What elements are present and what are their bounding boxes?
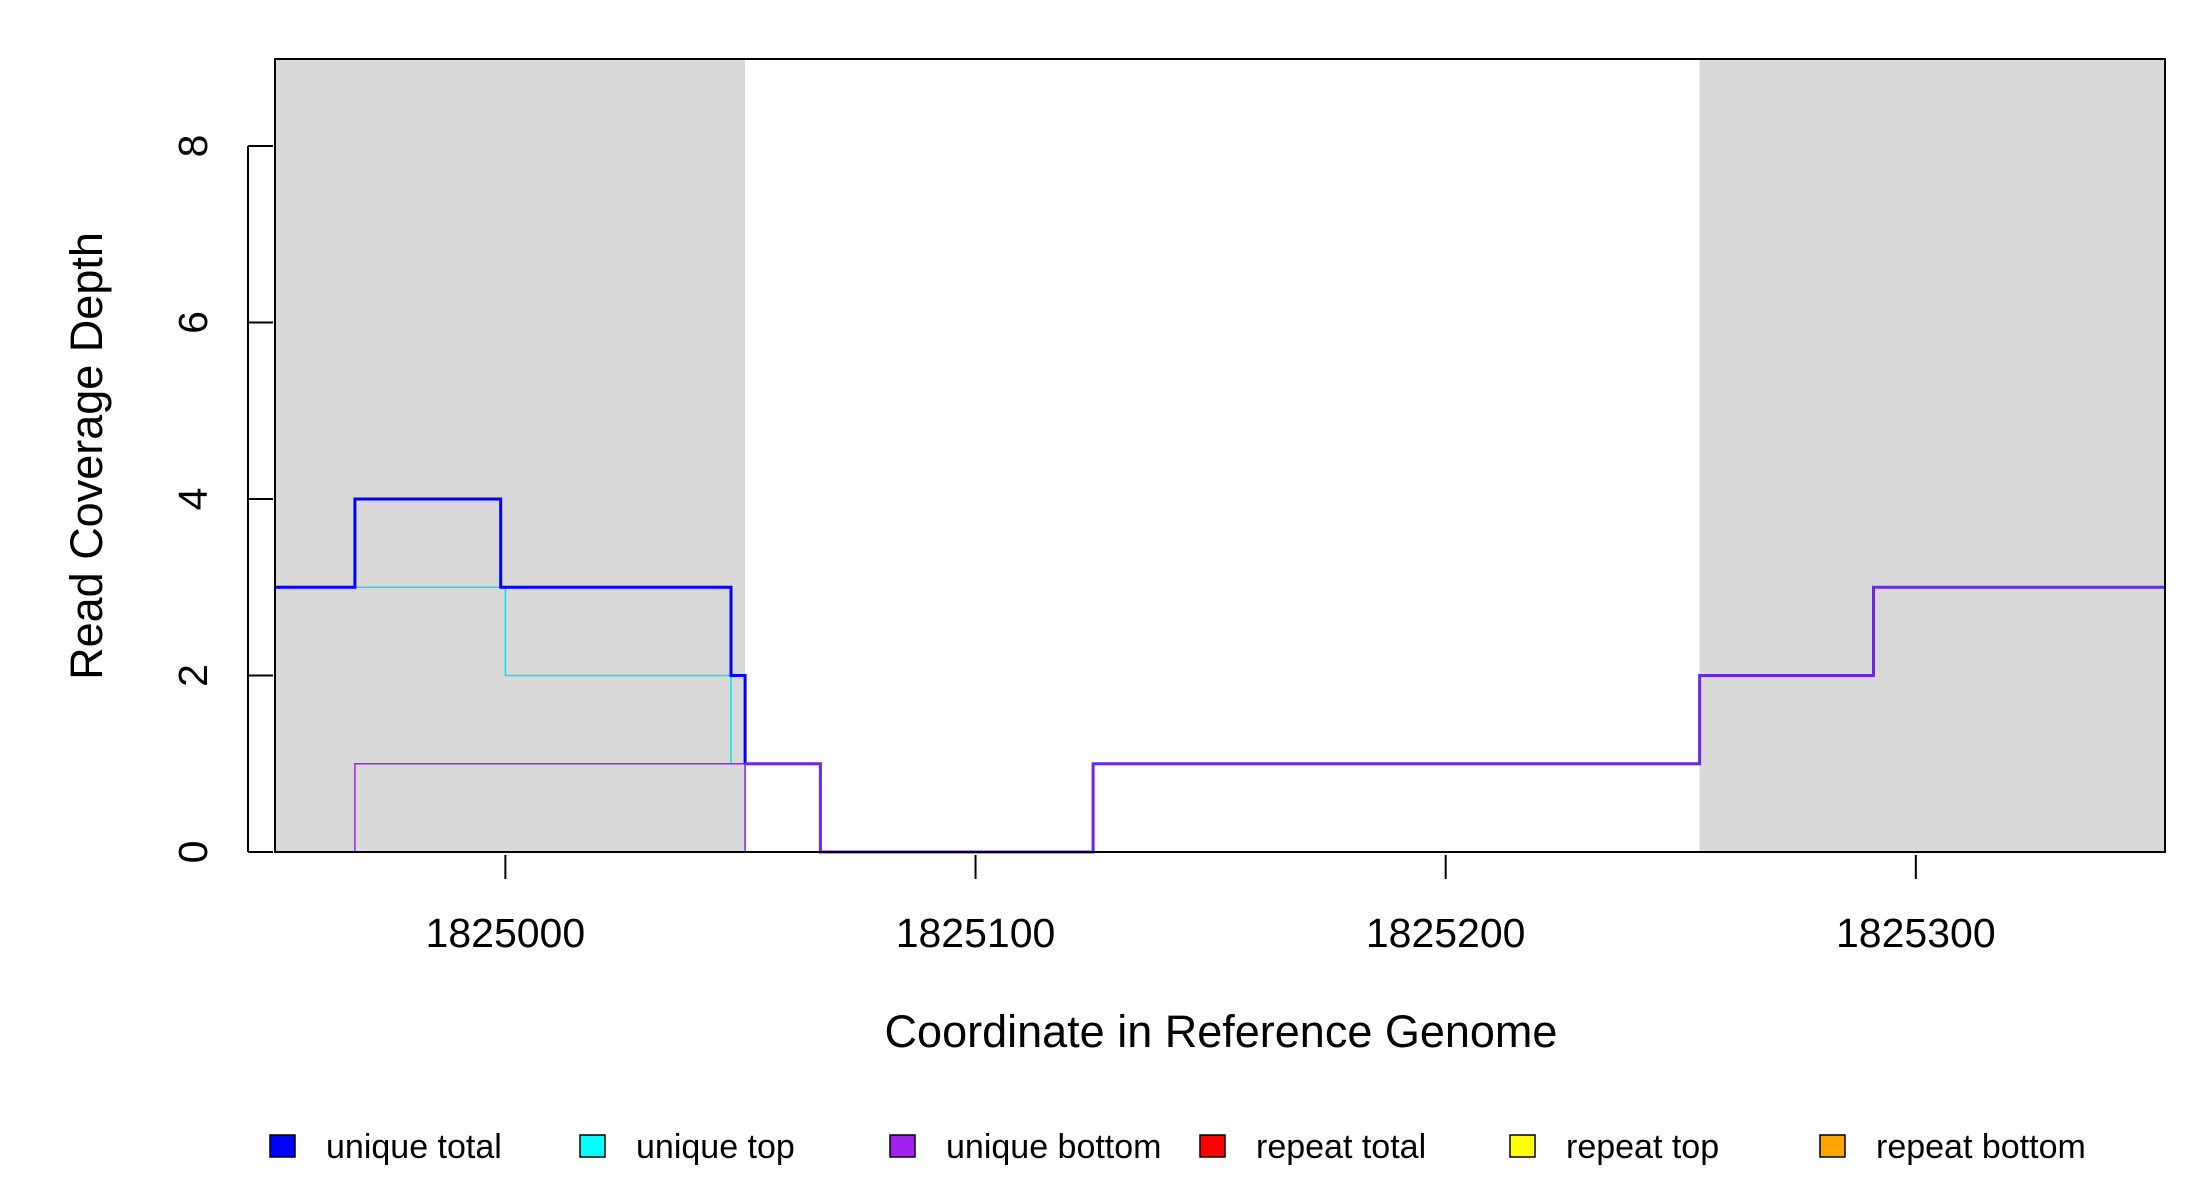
- y-tick-label: 2: [170, 664, 216, 687]
- legend-label: repeat bottom: [1876, 1128, 2086, 1166]
- legend-label: repeat top: [1566, 1128, 1719, 1166]
- legend-label: unique top: [636, 1128, 795, 1166]
- tick-labels: 0 2 4 6 8 1825000 1825100 1825200 1825300: [170, 135, 1996, 956]
- x-tick-label: 1825300: [1836, 910, 1996, 956]
- plot-frame: [274, 58, 2166, 853]
- y-axis-title: Read Coverage Depth: [61, 232, 112, 680]
- x-tick-label: 1825100: [896, 910, 1056, 956]
- x-tick-label: 1825000: [426, 910, 586, 956]
- legend-swatch: [1509, 1134, 1536, 1158]
- legend-label: unique total: [326, 1128, 502, 1166]
- legend-label: repeat total: [1256, 1128, 1426, 1166]
- x-tick-label: 1825200: [1366, 910, 1526, 956]
- shaded-regions: [275, 59, 2165, 852]
- series-line-unique-total: [275, 497, 747, 764]
- legend-swatch: [1199, 1134, 1226, 1158]
- y-tick-label: 6: [170, 311, 216, 334]
- legend-swatch: [579, 1134, 606, 1158]
- y-tick-label: 8: [170, 135, 216, 158]
- shaded-region-2: [1699, 59, 2165, 852]
- y-tick-label: 4: [170, 488, 216, 511]
- axes: [247, 145, 1917, 879]
- shaded-region-1: [275, 59, 746, 852]
- legend-swatch: [1819, 1134, 1846, 1158]
- plot-border: [274, 58, 2166, 853]
- y-tick-label: 0: [170, 841, 216, 864]
- legend-swatch: [889, 1134, 916, 1158]
- x-axis-title: Coordinate in Reference Genome: [885, 1006, 1558, 1057]
- series-line-unique-bottom: [745, 585, 2165, 854]
- legend: unique total unique top unique bottom repea…: [269, 1128, 2086, 1166]
- legend-swatch: [269, 1134, 296, 1158]
- legend-label: unique bottom: [946, 1128, 1162, 1166]
